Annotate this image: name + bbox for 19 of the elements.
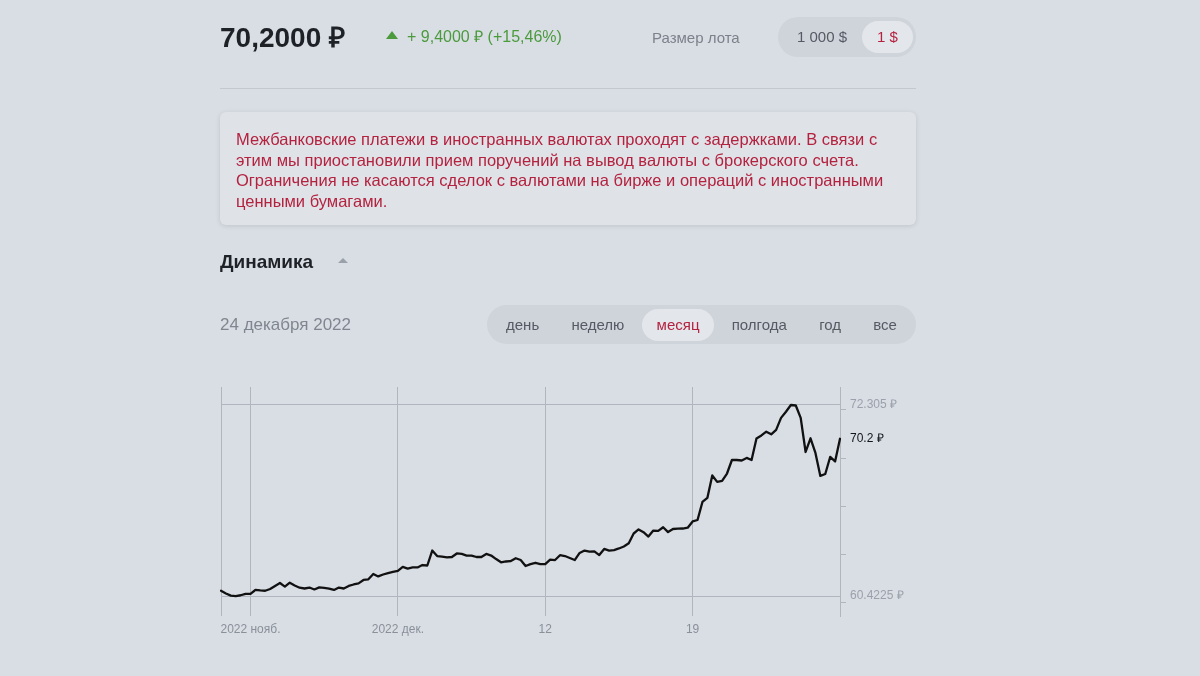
x-tick-label: 12 — [538, 621, 553, 636]
data-label: 70.2 ₽ — [850, 431, 884, 446]
text: все — [872, 314, 898, 335]
x-tick-label: 19 — [685, 621, 700, 636]
text: год — [818, 314, 843, 335]
chart-subtitle: 24 декабря 2022 — [220, 315, 352, 336]
text: + 9,4000 ₽ (+15,46%) — [407, 27, 562, 47]
text: полгода — [730, 314, 788, 335]
x-tick-label: 2022 нояб. — [220, 621, 281, 636]
text: 70,2000 ₽ — [220, 21, 345, 55]
text: день — [505, 314, 541, 335]
text: Размер лота — [652, 29, 740, 47]
text: Межбанковские платежи в иностранных валютах проходят с задержками. В связи с этим мы приостановили прием поручений на вывод валюты с брокерского счета. Ограничения не касаются сделок с валютами на бирже и операций с иностранными ценными бумагами. — [236, 129, 885, 212]
text: неделю — [570, 314, 626, 335]
chart-title: Динамика — [220, 251, 314, 274]
y-tick-label: 60.4225 ₽ — [850, 588, 904, 603]
y-tick-label: 72.305 ₽ — [850, 397, 898, 412]
x-tick-label: 2022 дек. — [371, 621, 425, 636]
text: 1 000 $ — [796, 27, 849, 47]
